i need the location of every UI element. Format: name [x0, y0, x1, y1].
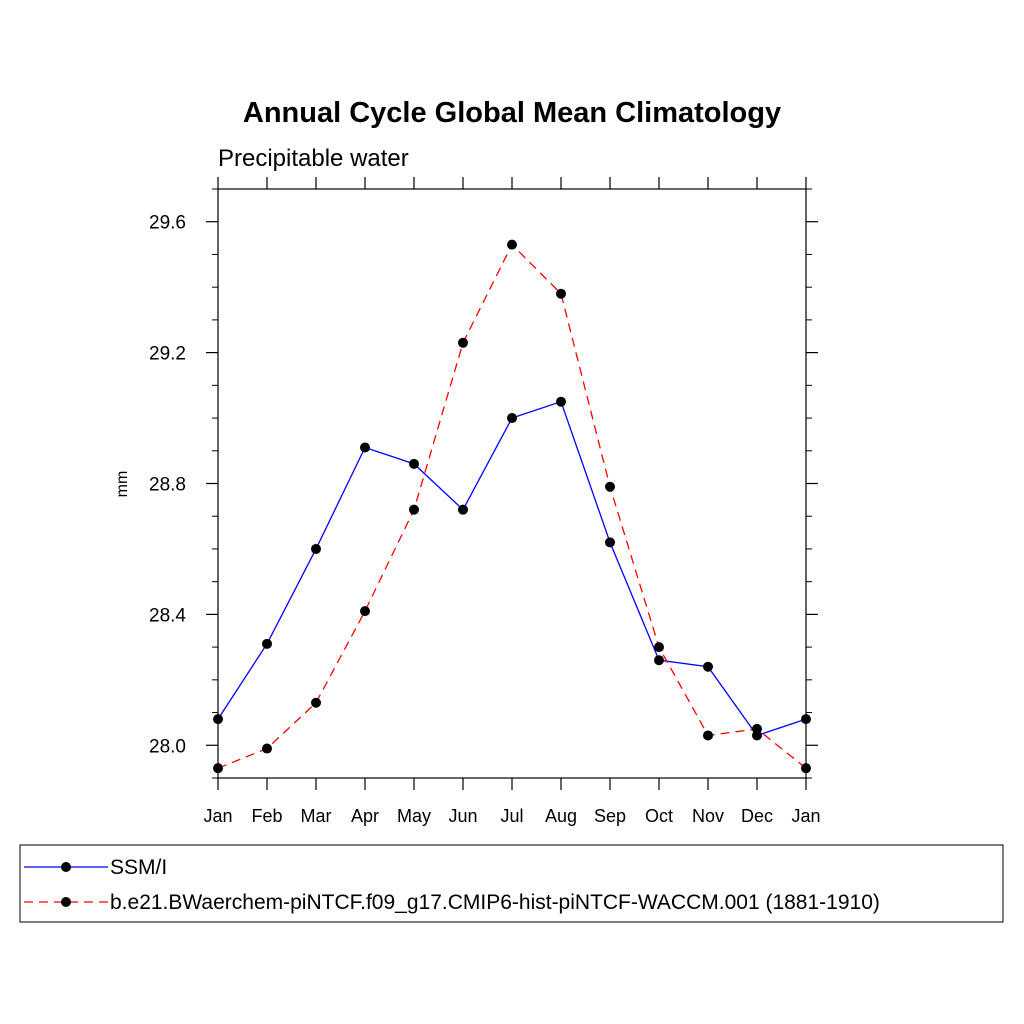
x-tick-label: Dec	[741, 806, 773, 826]
y-tick-label: 28.4	[149, 605, 186, 626]
legend-label-1: b.e21.BWaerchem-piNTCF.f09_g17.CMIP6-his…	[110, 891, 880, 914]
x-tick-label: Jan	[791, 806, 820, 826]
data-point-0	[458, 504, 468, 515]
plot-frame	[217, 188, 807, 779]
legend-box	[19, 844, 1004, 923]
y-axis-label: mm	[114, 471, 131, 498]
data-point-0	[703, 661, 713, 672]
data-point-1	[654, 642, 664, 653]
data-point-0	[507, 413, 517, 424]
x-tick-label: Nov	[692, 806, 724, 826]
data-point-0	[654, 655, 664, 666]
x-tick-label: Jul	[500, 806, 523, 826]
data-point-1	[458, 337, 468, 348]
data-point-1	[801, 763, 811, 774]
data-point-1	[605, 481, 615, 492]
axis-ticks	[206, 177, 818, 790]
data-point-1	[409, 504, 419, 515]
y-tick-labels: 28.0 28.4 28.8 29.2 29.6	[149, 213, 186, 758]
legend-marker-0	[61, 862, 71, 872]
x-tick-label: Mar	[301, 806, 332, 826]
data-point-0	[213, 714, 223, 725]
x-tick-label: Aug	[545, 806, 577, 826]
data-point-0	[556, 396, 566, 407]
data-point-0	[605, 537, 615, 548]
series-line-1	[217, 243, 807, 769]
y-tick-label: 28.8	[149, 475, 186, 496]
x-tick-label: May	[397, 806, 431, 826]
x-tick-label: Jun	[448, 806, 477, 826]
data-point-1	[507, 239, 517, 250]
data-point-0	[360, 442, 370, 453]
data-point-0	[801, 714, 811, 725]
data-point-1	[311, 697, 321, 708]
data-point-0	[311, 543, 321, 554]
x-tick-labels: Jan Feb Mar Apr May Jun Jul Aug Sep Oct Nov Dec Jan	[203, 806, 820, 826]
series-line-0	[217, 400, 807, 737]
x-tick-label: Apr	[351, 806, 379, 826]
legend: SSM/I b.e21.BWaerchem-piNTCF.f09_g17.CMIP…	[24, 856, 880, 914]
x-tick-label: Oct	[645, 806, 673, 826]
data-point-0	[262, 638, 272, 649]
x-tick-label: Feb	[251, 806, 282, 826]
data-point-1	[213, 763, 223, 774]
data-point-1	[262, 743, 272, 754]
x-tick-label: Jan	[203, 806, 232, 826]
y-tick-label: 28.0	[149, 736, 186, 757]
legend-marker-1	[61, 897, 71, 907]
data-point-1	[556, 288, 566, 299]
x-tick-label: Sep	[594, 806, 626, 826]
legend-label-0: SSM/I	[110, 856, 167, 879]
y-tick-label: 29.6	[149, 213, 186, 234]
chart-title: Annual Cycle Global Mean Climatology	[243, 97, 781, 129]
data-point-1	[703, 730, 713, 741]
data-point-1	[360, 606, 370, 617]
y-tick-label: 29.2	[149, 344, 186, 365]
series-group	[213, 239, 811, 774]
data-point-1	[752, 723, 762, 734]
data-point-0	[409, 458, 419, 469]
chart-subtitle: Precipitable water	[218, 145, 409, 172]
